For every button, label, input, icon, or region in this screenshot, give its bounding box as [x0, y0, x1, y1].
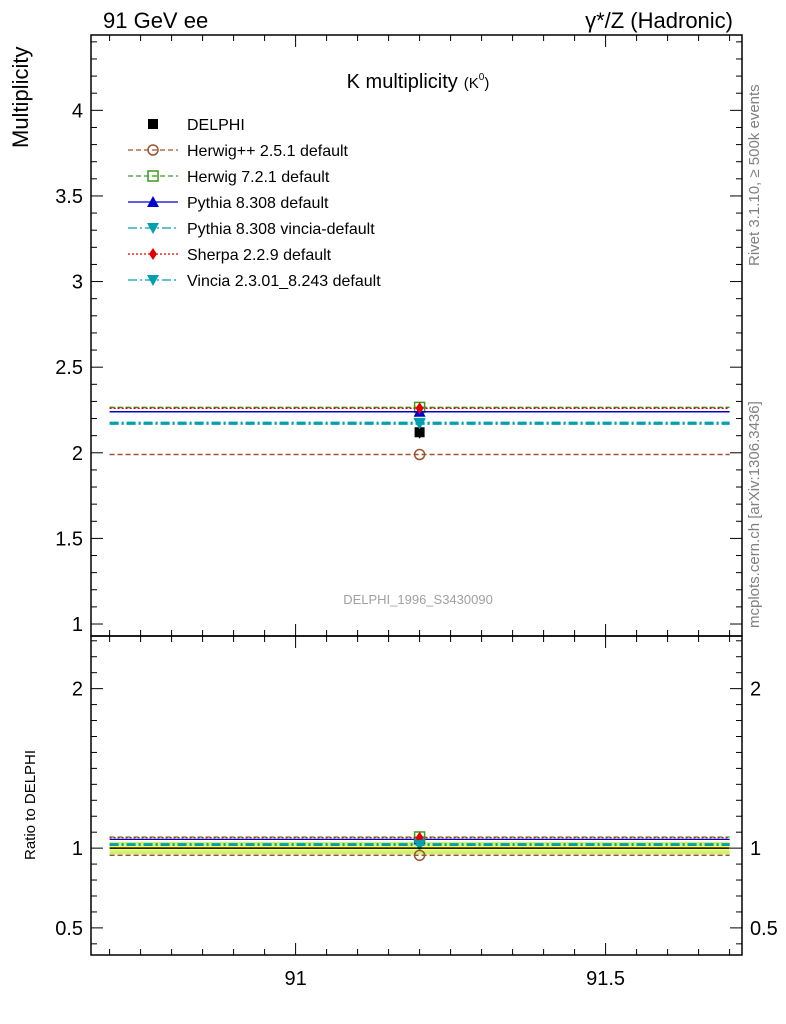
main-panel: 1 1.5 2 2.5 3 3.5 4 DELPHI Herwig++ 2.5.1 defaul… — [55, 34, 743, 955]
header-left-label: 91 GeV ee — [103, 8, 209, 33]
header-right-label: γ*/Z (Hadronic) — [585, 8, 733, 33]
legend-entry-label: Herwig++ 2.5.1 default — [187, 143, 349, 160]
ratio-y-tick-label: 0.5 — [55, 918, 83, 940]
ratio-point-vincia-2-3-01-8-243-default — [413, 839, 426, 851]
main-y-tick-label: 2.5 — [55, 357, 83, 379]
ratio-y-tick-label-right: 2 — [750, 679, 761, 701]
legend-entry-label: Pythia 8.308 default — [187, 195, 329, 212]
main-y-tick-label: 1 — [72, 614, 83, 636]
legend-entry-label: Pythia 8.308 vincia-default — [187, 221, 375, 238]
legend-entry-label: Sherpa 2.2.9 default — [187, 247, 332, 264]
legend-entry-label: Vincia 2.3.01_8.243 default — [187, 273, 381, 290]
main-y-tick-label: 1.5 — [55, 528, 83, 550]
ratio-y-tick-label: 2 — [72, 679, 83, 701]
legend-marker — [147, 196, 159, 207]
legend-marker — [149, 248, 157, 260]
main-y-tick-label: 3.5 — [55, 186, 83, 208]
legend: DELPHI Herwig++ 2.5.1 default Herwig 7.2.1… — [128, 117, 381, 290]
legend-entry-label: DELPHI — [187, 117, 245, 134]
ratio-y-tick-label-right: 1 — [750, 838, 761, 860]
data-point-herwig-2-5-1-default — [413, 448, 426, 461]
data-point-sherpa-2-2-9-default — [415, 402, 424, 415]
main-y-tick-label: 4 — [72, 100, 83, 122]
legend-entry-label: Herwig 7.2.1 default — [187, 169, 330, 186]
analysis-watermark: DELPHI_1996_S3430090 — [343, 592, 493, 607]
x-tick-label: 91.5 — [586, 968, 625, 990]
legend-marker — [147, 223, 159, 234]
legend-marker — [147, 170, 159, 182]
data-point-delphi — [414, 427, 425, 438]
main-y-tick-label: 2 — [72, 443, 83, 465]
ratio-y-tick-label-right: 0.5 — [750, 918, 778, 940]
ratio-plot-frame — [90, 635, 743, 956]
data-point-vincia-2-3-01-8-243-default — [413, 418, 426, 430]
ratio-panel: 0.5 0.5 1 1 2 2 91 91.5 — [55, 635, 778, 990]
legend-marker — [147, 275, 159, 286]
legend-marker — [147, 144, 159, 156]
main-y-tick-label: 3 — [72, 272, 83, 294]
chart-title: K multiplicity (K0) — [347, 71, 490, 93]
ratio-y-tick-label: 1 — [72, 838, 83, 860]
legend-marker — [148, 119, 158, 129]
x-tick-label: 91 — [284, 968, 306, 990]
